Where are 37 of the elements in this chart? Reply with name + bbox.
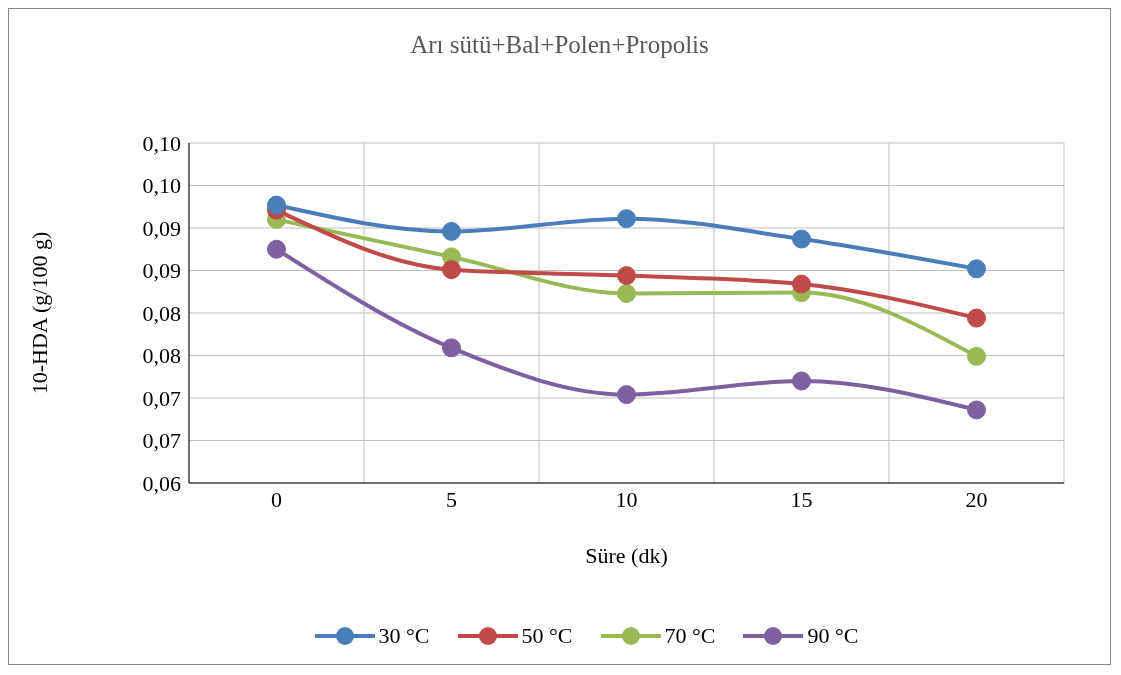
x-tick-label: 5 — [446, 486, 457, 512]
x-axis-title: Süre (dk) — [585, 543, 668, 568]
y-tick-label: 0,06 — [142, 470, 181, 496]
point — [967, 346, 986, 366]
legend-label: 70 °C — [663, 623, 716, 649]
y-tick-label: 0,08 — [142, 300, 181, 326]
x-tick-label: 20 — [965, 486, 988, 512]
x-tick-label: 0 — [271, 486, 282, 512]
y-tick-label: 0,09 — [142, 258, 181, 284]
y-tick-label: 0,10 — [142, 173, 181, 199]
point — [617, 209, 636, 229]
point — [792, 229, 811, 249]
y-tick-label: 0,08 — [142, 343, 181, 369]
y-axis-title: 10-HDA (g/100 g) — [26, 231, 52, 395]
legend-label: 50 °C — [520, 623, 573, 649]
y-tick-label: 0,07 — [142, 385, 181, 411]
chart-title: Arı sütü+Bal+Polen+Propolis — [409, 31, 710, 59]
legend-label: 30 °C — [377, 623, 430, 649]
point — [617, 283, 636, 303]
point — [967, 308, 986, 328]
point — [792, 371, 811, 391]
point — [267, 239, 286, 259]
point — [967, 259, 986, 279]
y-tick-label: 0,10 — [142, 130, 181, 156]
point — [442, 260, 461, 280]
point — [442, 221, 461, 241]
point — [617, 266, 636, 286]
point — [442, 338, 461, 358]
point — [267, 195, 286, 215]
x-tick-label: 10 — [615, 486, 638, 512]
point — [617, 385, 636, 405]
y-tick-label: 0,07 — [142, 428, 181, 454]
point — [967, 400, 986, 420]
x-tick-label: 15 — [790, 486, 813, 512]
y-tick-label: 0,09 — [142, 215, 181, 241]
point — [792, 274, 811, 294]
legend-label: 90 °C — [806, 623, 859, 649]
